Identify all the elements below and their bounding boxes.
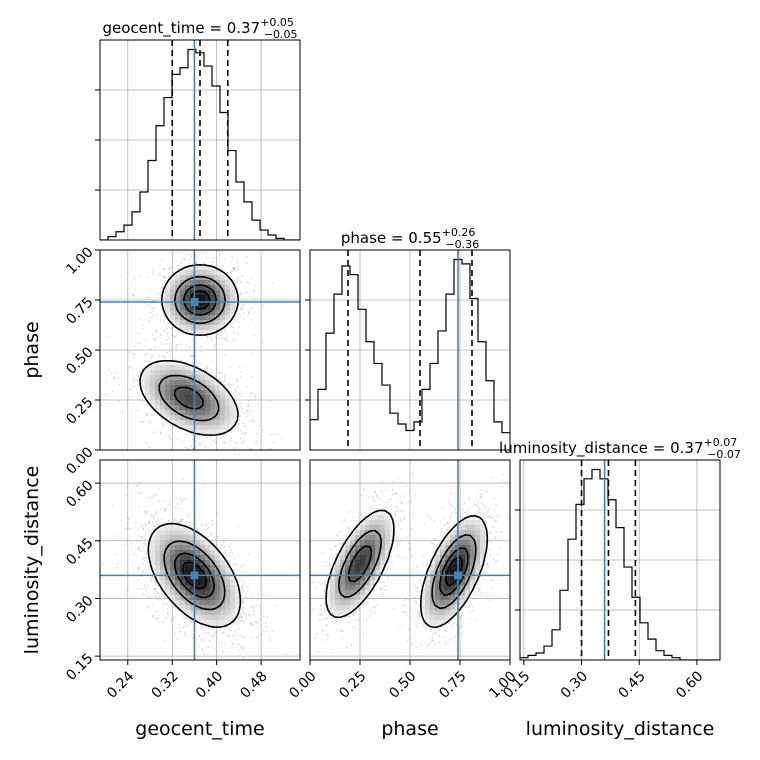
x-tick-label: 0.75 — [436, 668, 469, 701]
x-axis-geocent_time: 0.24 0.32 0.40 0.48 geocent_time — [104, 660, 271, 740]
histogram-phase — [310, 258, 510, 450]
joint-panel-geocent_time-phase — [99, 249, 301, 451]
hist-panel-phase: phase = 0.55+0.26 −0.36 — [305, 226, 511, 451]
title-geocent_time: geocent_time = 0.37+0.05 −0.05 — [102, 16, 297, 41]
y-axis-luminosity_distance: 0.15 0.30 0.45 0.60 luminosity_distance — [21, 466, 100, 684]
x-tick-label: 0.50 — [386, 668, 419, 701]
title-luminosity_distance: luminosity_distance = 0.37+0.07 −0.07 — [499, 436, 741, 461]
y-axis-phase: 0.00 0.25 0.50 0.75 1.00 phase — [21, 244, 100, 478]
truth-point — [454, 571, 462, 580]
x-tick-label: 0.40 — [193, 668, 226, 701]
contour-level-1 — [163, 540, 226, 611]
x-tick-label: 0.48 — [237, 668, 270, 701]
y-tick-label: 0.50 — [63, 344, 96, 377]
histogram-geocent_time — [100, 48, 300, 240]
contour-level-0 — [325, 509, 489, 629]
x-tick-label: 0.00 — [286, 668, 319, 701]
hist-panel-luminosity_distance: luminosity_distance = 0.37+0.07 −0.07 — [499, 436, 741, 661]
panel-frame — [519, 459, 721, 661]
y-tick-label: 0.75 — [63, 294, 96, 327]
x-tick-label: 0.60 — [673, 668, 706, 701]
panel-frame — [99, 459, 301, 661]
x-tick-label: 0.32 — [148, 668, 181, 701]
panel-frame — [309, 249, 511, 451]
y-tick-label: 0.15 — [63, 650, 96, 683]
truth-point — [190, 298, 199, 306]
contour-level-1 — [158, 275, 226, 422]
y-tick-label: 1.00 — [63, 244, 96, 277]
hist-panel-geocent_time: geocent_time = 0.37+0.05 −0.05 — [95, 16, 301, 241]
scatter-points — [100, 250, 283, 450]
joint-panel-phase-luminosity_distance — [309, 459, 511, 661]
contour-level-0 — [139, 264, 239, 436]
y-tick-label: 0.60 — [63, 477, 96, 510]
histogram-luminosity_distance — [520, 468, 720, 660]
contour-level-2 — [347, 545, 469, 597]
y-tick-label: 0.25 — [63, 394, 96, 427]
truth-point — [190, 571, 199, 580]
contour-level-0 — [147, 522, 242, 628]
y-tick-label: 0.45 — [63, 535, 96, 568]
x-axis-label-luminosity_distance: luminosity_distance — [526, 718, 715, 740]
y-tick-label: 0.00 — [63, 444, 96, 477]
x-tick-label: 0.45 — [615, 668, 648, 701]
contour-level-2 — [173, 284, 217, 410]
title-phase: phase = 0.55+0.26 −0.36 — [341, 226, 479, 251]
x-axis-label-phase: phase — [381, 718, 438, 740]
x-tick-label: 0.30 — [558, 668, 591, 701]
contour-level-2 — [173, 552, 215, 599]
density-shading — [150, 525, 241, 626]
y-axis-label-phase: phase — [21, 321, 43, 378]
y-axis-label-luminosity_distance: luminosity_distance — [21, 466, 43, 655]
joint-panel-geocent_time-luminosity_distance — [99, 459, 301, 661]
panel-frame — [99, 39, 301, 241]
y-tick-label: 0.30 — [63, 593, 96, 626]
x-axis-label-geocent_time: geocent_time — [135, 718, 264, 740]
x-tick-label: 0.25 — [336, 668, 369, 701]
x-tick-label: 0.24 — [104, 668, 137, 701]
